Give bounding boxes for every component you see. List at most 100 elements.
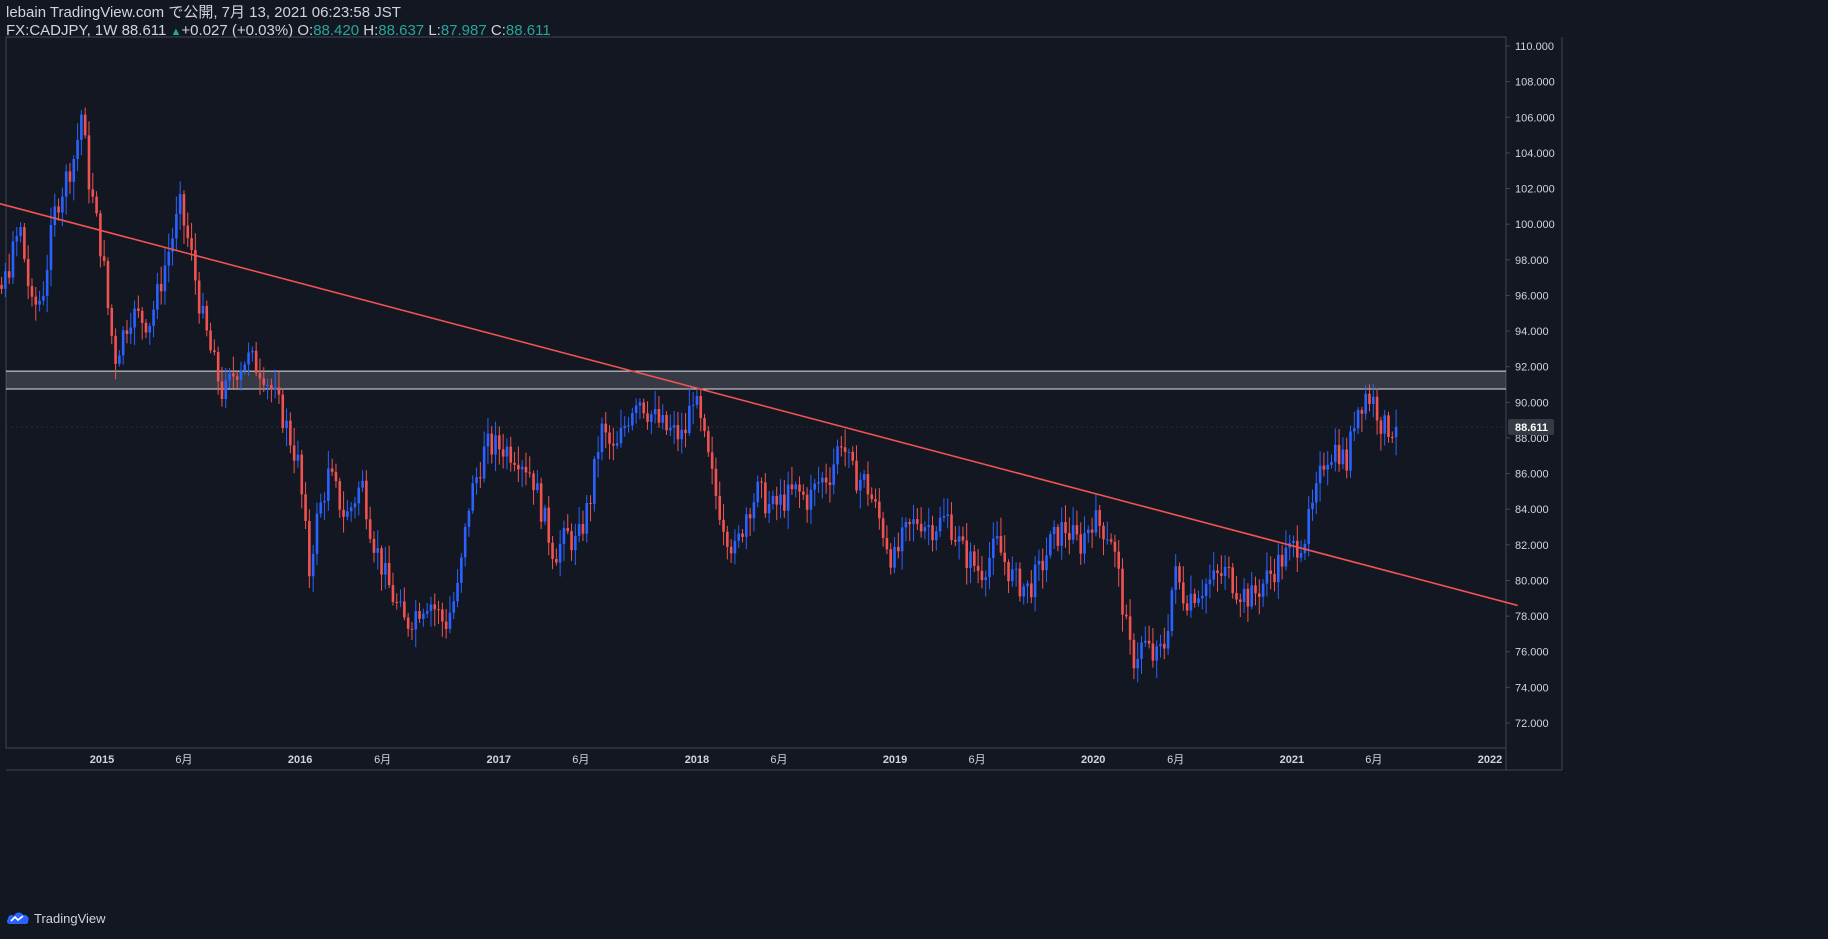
candle-body — [771, 495, 775, 504]
candle — [828, 467, 832, 503]
candle-body — [129, 327, 133, 334]
candle — [733, 529, 737, 565]
candle — [353, 496, 357, 519]
candle-body — [817, 482, 820, 484]
candle — [916, 508, 919, 531]
candle-body — [813, 483, 817, 490]
candle — [562, 520, 566, 561]
candle — [1163, 627, 1166, 660]
candle — [1117, 539, 1121, 587]
candle-body — [34, 296, 38, 305]
candle — [950, 502, 953, 545]
candle-body — [308, 520, 311, 577]
candle — [262, 367, 266, 393]
candle-body — [334, 471, 338, 482]
candle — [703, 413, 706, 438]
candle-body — [1022, 586, 1026, 597]
candle-body — [752, 502, 756, 519]
candle — [137, 295, 140, 318]
candle — [0, 276, 3, 294]
candle-body — [870, 494, 874, 500]
candle-body — [714, 468, 718, 496]
candle-body — [1144, 640, 1147, 643]
candle-body — [558, 544, 562, 563]
candle-body — [984, 577, 988, 581]
candle-body — [904, 522, 908, 528]
candle — [817, 466, 820, 493]
symbol-label[interactable]: FX:CADJPY, 1W — [6, 22, 118, 39]
candle-body — [638, 402, 642, 406]
candle-body — [68, 171, 72, 182]
candle — [83, 107, 87, 139]
candle-body — [501, 449, 505, 457]
candle-body — [961, 536, 965, 541]
candle-body — [1049, 534, 1052, 556]
candle-body — [114, 335, 117, 364]
candle-body — [144, 322, 148, 333]
candle — [908, 518, 912, 541]
arrow-up-icon: ▲ — [170, 26, 182, 38]
candle-body — [1007, 562, 1010, 582]
candle — [1094, 494, 1098, 537]
candle-body — [562, 528, 566, 545]
trendline-line[interactable] — [0, 192, 1518, 607]
candle-body — [137, 308, 140, 311]
candle — [361, 470, 364, 492]
candle — [900, 517, 904, 570]
candle — [889, 543, 893, 575]
candle — [1330, 454, 1333, 469]
candle-body — [323, 500, 326, 503]
candle-body — [1052, 526, 1056, 535]
candle-body — [1326, 464, 1329, 470]
candle — [1242, 578, 1246, 613]
candle-body — [577, 524, 581, 536]
candle — [718, 481, 722, 526]
candle-body — [300, 454, 304, 495]
time-tick-label: 2018 — [685, 754, 709, 766]
candle — [399, 589, 402, 608]
candle-body — [1155, 646, 1159, 661]
candle-body — [4, 271, 7, 289]
candle-body — [764, 482, 767, 514]
candle — [232, 356, 235, 389]
candle — [995, 521, 999, 546]
time-tick-label: 6月 — [1167, 754, 1184, 766]
candle — [437, 600, 440, 624]
candle — [919, 507, 923, 538]
candle-body — [1314, 483, 1318, 503]
candle — [961, 526, 965, 545]
candle — [384, 546, 387, 590]
candle — [42, 281, 45, 306]
candle-body — [821, 477, 824, 483]
candle-body — [672, 425, 676, 428]
candle-body — [1276, 554, 1280, 583]
candle-body — [1322, 465, 1326, 470]
candle-body — [486, 433, 490, 447]
candle-body — [938, 517, 942, 532]
candle-body — [228, 373, 231, 381]
candle-body — [1254, 585, 1257, 594]
candle — [779, 479, 782, 519]
candle-body — [327, 468, 330, 501]
candle-body — [923, 527, 927, 532]
candle-body — [1273, 573, 1276, 583]
candle — [34, 286, 38, 321]
candle-body — [1014, 568, 1018, 570]
candle-body — [106, 261, 110, 309]
time-tick-label: 6月 — [175, 754, 192, 766]
candle-body — [539, 483, 543, 522]
candle-body — [524, 466, 528, 473]
footer: TradingView — [6, 910, 106, 926]
candle-body — [536, 483, 539, 491]
candle-body — [425, 610, 429, 614]
time-tick-label: 2015 — [90, 754, 114, 766]
candle — [289, 412, 292, 454]
candle-body — [1189, 593, 1193, 611]
candle-body — [1239, 599, 1242, 603]
brand-label[interactable]: TradingView — [34, 910, 106, 926]
candle-body — [532, 473, 535, 491]
candle — [99, 210, 102, 268]
last-price: 88.611 — [121, 22, 167, 39]
candle — [608, 425, 611, 460]
